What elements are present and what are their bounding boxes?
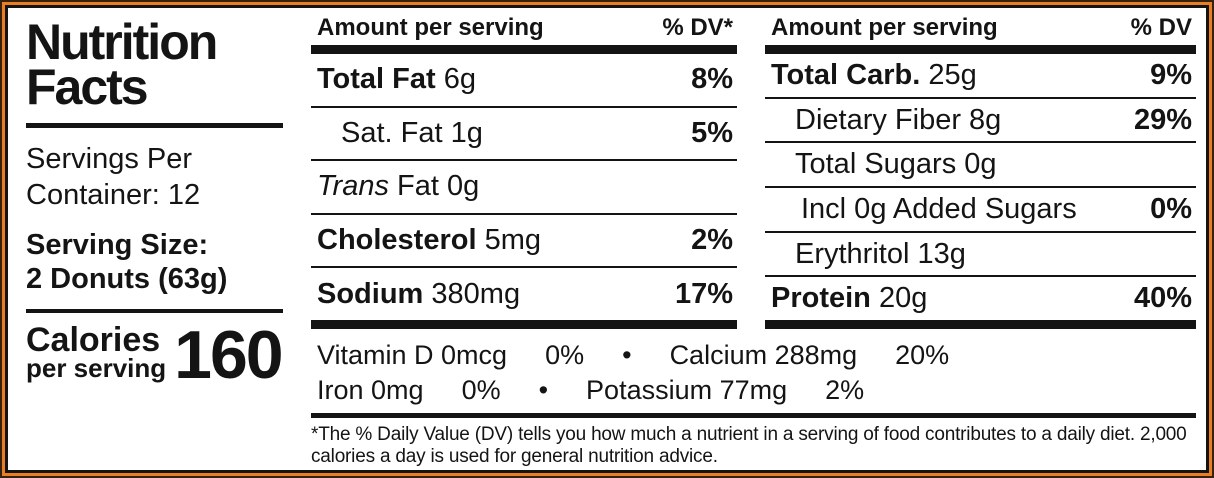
divider [26, 309, 283, 313]
servings-per-container: Servings Per Container: 12 [26, 143, 201, 211]
micronutrient-name-amount: Iron 0mg [317, 375, 424, 405]
label-content: Nutrition Facts Servings Per Container: … [8, 8, 1206, 470]
thick-rule [311, 320, 737, 329]
nutrient-name-amount: Total Fat 6g [317, 63, 477, 96]
micronutrient-line: Vitamin D 0mcg 0% • Calcium 288mg 20% [317, 338, 1196, 373]
nutrient-name-amount: Incl 0g Added Sugars [801, 193, 1077, 226]
calories-labels: Calories per serving [26, 321, 167, 384]
carb-panel-rows: Total Carb. 25g 9% Dietary Fiber 8g 29% Tota… [765, 54, 1196, 320]
nutrient-dv: 8% [691, 63, 733, 96]
nutrient-name-amount: Total Carb. 25g [771, 58, 977, 91]
nutrient-dv: 17% [674, 277, 733, 310]
nutrient-name: Dietary Fiber [795, 103, 961, 136]
nutrient-name: Erythritol [795, 237, 910, 270]
serving-size-label: Serving Size: [26, 229, 209, 261]
bullet-separator: • [622, 340, 632, 370]
micronutrient-name-amount: Calcium 288mg [669, 340, 858, 370]
thin-rule [311, 413, 1196, 418]
micronutrient-dv: 2% [825, 375, 865, 405]
micronutrient-line: Iron 0mg 0% • Potassium 77mg 2% [317, 373, 1196, 408]
nutrient-row: Incl 0g Added Sugars 0% [765, 188, 1196, 233]
nutrient-row: Sodium 380mg 17% [311, 268, 737, 320]
nutrient-name-amount: Trans Fat 0g [317, 170, 480, 203]
fat-panel-header: Amount per serving % DV* [311, 14, 737, 45]
nutrient-name: Trans Fat [317, 170, 439, 203]
nutrient-dv: 29% [1133, 103, 1192, 136]
nutrient-row: Protein 20g 40% [765, 277, 1196, 320]
nutrient-name: Total Sugars [795, 148, 957, 181]
nutrient-name-amount: Total Sugars 0g [795, 148, 997, 181]
nutrient-row: Dietary Fiber 8g 29% [765, 99, 1196, 144]
percent-dv-label: % DV [1130, 14, 1192, 41]
calories-value: 160 [174, 317, 283, 394]
nutrient-name: Sat. Fat [341, 116, 443, 149]
serving-size-value: 2 Donuts (63g) [26, 263, 228, 295]
nutrient-row: Cholesterol 5mg 2% [311, 215, 737, 269]
nutrient-name-amount: Sodium 380mg [317, 277, 521, 310]
nutrient-row: Erythritol 13g [765, 233, 1196, 278]
nutrient-dv: 2% [691, 224, 733, 257]
nutrient-name: Incl 0g Added Sugars [801, 192, 1077, 225]
micronutrient-dv: 0% [461, 375, 501, 405]
daily-value-footnote: *The % Daily Value (DV) tells you how mu… [311, 424, 1187, 467]
nutrient-name-amount: Cholesterol 5mg [317, 224, 542, 257]
thick-rule [765, 45, 1196, 54]
calories-sublabel: per serving [26, 353, 167, 383]
nutrient-row: Sat. Fat 1g 5% [311, 108, 737, 162]
label-black-border: Nutrition Facts Servings Per Container: … [5, 5, 1209, 473]
thick-rule [311, 45, 737, 54]
calories-row: Calories per serving 160 [26, 317, 284, 394]
amount-per-serving-label: Amount per serving [771, 14, 998, 41]
percent-dv-label: % DV* [662, 14, 733, 41]
nutrient-name: Cholesterol [317, 224, 477, 257]
micronutrient-dv: 20% [895, 340, 950, 370]
nutrient-row: Total Sugars 0g [765, 143, 1196, 189]
micronutrient-dv: 0% [545, 340, 585, 370]
nutrient-name: Sodium [317, 277, 424, 310]
nutrient-name: Total Fat [317, 63, 436, 96]
nutrient-dv: 5% [691, 116, 733, 149]
carb-panel: Amount per serving % DV Total Carb. 25g 9… [765, 14, 1196, 329]
thick-rule [765, 320, 1196, 329]
divider [26, 123, 283, 128]
nutrient-name: Total Carb. [771, 58, 921, 91]
fat-panel-rows: Total Fat 6g 8% Sat. Fat 1g 5% Trans Fat 0g C… [311, 54, 737, 320]
nutrient-row: Total Fat 6g 8% [311, 54, 737, 108]
micronutrient-name-amount: Potassium 77mg [586, 375, 788, 405]
nutrient-row: Total Carb. 25g 9% [765, 54, 1196, 99]
nutrient-dv: 9% [1150, 58, 1192, 91]
nutrient-name-amount: Protein 20g [771, 282, 928, 315]
micronutrient-name-amount: Vitamin D 0mcg [317, 340, 508, 370]
nutrient-name-amount: Sat. Fat 1g [341, 116, 483, 149]
serving-size: Serving Size: 2 Donuts (63g) [26, 228, 283, 296]
amount-per-serving-label: Amount per serving [317, 14, 544, 41]
label-title: Nutrition Facts [26, 14, 218, 115]
micronutrients-section: Vitamin D 0mcg 0% • Calcium 288mg 20% Iron 0m… [311, 329, 1196, 413]
nutrient-name-amount: Dietary Fiber 8g [795, 103, 1002, 136]
nutrient-name: Protein [771, 282, 871, 315]
bullet-separator: • [538, 375, 549, 405]
nutrient-row: Trans Fat 0g [311, 161, 737, 215]
calories-label: Calories [26, 321, 161, 359]
carb-panel-header: Amount per serving % DV [765, 14, 1196, 45]
nutrient-name-amount: Erythritol 13g [795, 237, 966, 270]
fat-panel: Amount per serving % DV* Total Fat 6g 8% S… [311, 14, 737, 329]
left-panel: Nutrition Facts Servings Per Container: … [18, 14, 284, 470]
nutrient-dv: 0% [1150, 192, 1192, 225]
nutrient-dv: 40% [1133, 282, 1192, 315]
